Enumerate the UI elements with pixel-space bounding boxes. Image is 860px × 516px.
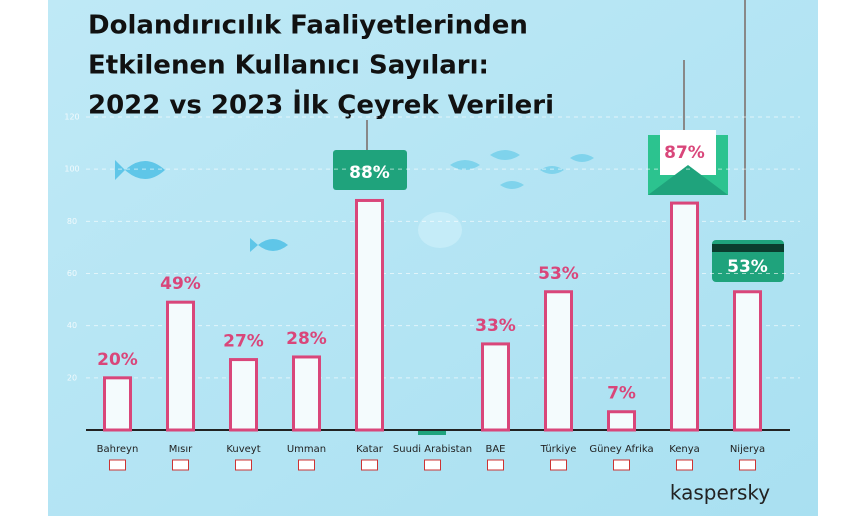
title-line: Dolandırıcılık Faaliyetlerinden [88, 11, 528, 41]
x-tick-label: Mısır [169, 444, 193, 455]
flag-icon [109, 459, 126, 471]
bar [166, 300, 195, 432]
data-label: 53% [727, 257, 768, 277]
x-tick-label: Kuveyt [226, 444, 260, 455]
bar [607, 410, 636, 432]
flag-icon [550, 459, 567, 471]
brand-logo: kaspersky [670, 481, 770, 505]
folder-icon [333, 150, 407, 190]
y-tick-label: 60 [67, 269, 77, 278]
jellyfish [418, 212, 462, 248]
bar [292, 355, 321, 432]
y-tick-label: 80 [67, 217, 77, 226]
flag-icon [235, 459, 252, 471]
data-label: 27% [223, 332, 264, 352]
x-tick-label: Katar [356, 444, 384, 455]
fish [115, 160, 165, 180]
y-tick-label: 100 [64, 165, 79, 174]
flag-icon [361, 459, 378, 471]
x-tick-label: Umman [287, 444, 326, 455]
flag-icon [487, 459, 504, 471]
fish [250, 238, 288, 252]
x-tick-label: Bahreyn [97, 444, 139, 455]
x-tick-label: Suudi Arabistan [393, 444, 472, 455]
title-line: 2022 vs 2023 İlk Çeyrek Verileri [88, 89, 554, 121]
x-tick-label: Güney Afrika [589, 444, 653, 455]
envelope-flap [648, 165, 728, 195]
data-label: 53% [538, 264, 579, 284]
data-label: 49% [160, 274, 201, 294]
flag-icon [424, 459, 441, 471]
card-stripe [712, 244, 784, 252]
flag-icon [676, 459, 693, 471]
y-tick-label: 20 [67, 373, 77, 382]
flag-icon [739, 459, 756, 471]
title: Dolandırıcılık Faaliyetlerinden Etkilenen… [88, 11, 554, 121]
bar [229, 358, 258, 432]
y-tick-label: 40 [67, 321, 77, 330]
data-label: 20% [97, 350, 138, 370]
bar [733, 290, 762, 432]
title-line: Etkilenen Kullanıcı Sayıları: [88, 51, 489, 81]
flag-icon [298, 459, 315, 471]
x-tick-label: Kenya [669, 444, 700, 455]
data-label: 87% [664, 143, 705, 163]
bar [481, 342, 510, 432]
small-bar [418, 431, 446, 435]
flag-icon [613, 459, 630, 471]
bar [355, 198, 384, 432]
data-label: 7% [607, 384, 636, 404]
data-label: 33% [475, 316, 516, 336]
y-tick-label: 120 [64, 113, 79, 122]
flag-icon [172, 459, 189, 471]
x-tick-label: Türkiye [540, 444, 577, 455]
data-label: 28% [286, 329, 327, 349]
data-label: 88% [349, 163, 390, 183]
bar [103, 376, 132, 432]
bar [670, 201, 699, 432]
x-tick-label: Nijerya [730, 444, 765, 455]
x-tick-label: BAE [485, 444, 505, 455]
bar [544, 290, 573, 432]
